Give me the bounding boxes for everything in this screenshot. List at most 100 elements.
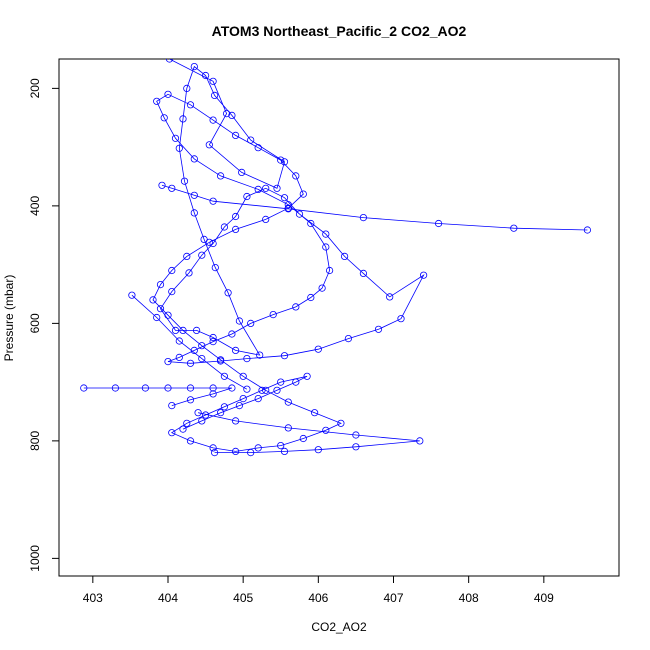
x-tick-label: 408 (459, 591, 479, 605)
data-point (179, 425, 187, 433)
data-point (307, 219, 315, 228)
data-point (292, 303, 300, 311)
chart-title: ATOM3 Northeast_Pacific_2 CO2_AO2 (212, 23, 467, 39)
data-point (228, 384, 236, 392)
data-point (397, 315, 405, 323)
data-point (198, 354, 206, 363)
data-point (416, 437, 424, 445)
data-point (238, 168, 246, 176)
data-point (258, 386, 266, 394)
data-point (220, 372, 228, 380)
data-point (247, 136, 255, 144)
data-point (190, 155, 198, 163)
x-tick-label: 409 (534, 591, 554, 605)
data-point (211, 91, 219, 100)
data-point (171, 134, 180, 142)
data-point (510, 224, 518, 232)
data-point (292, 378, 300, 386)
data-point (344, 334, 352, 343)
data-point (205, 238, 213, 246)
data-point (434, 219, 443, 228)
data-point (254, 394, 262, 403)
data-point (314, 345, 322, 353)
data-point (280, 158, 289, 166)
data-point (232, 212, 240, 221)
data-point (190, 62, 198, 71)
data-point (209, 77, 217, 85)
data-point (322, 230, 330, 238)
data-point (280, 352, 289, 360)
data-point (318, 284, 326, 292)
data-point (175, 337, 183, 345)
data-point (224, 289, 232, 297)
data-point (239, 372, 247, 380)
y-tick-label: 600 (28, 313, 42, 333)
data-point (359, 214, 367, 222)
y-tick-label: 200 (28, 78, 42, 98)
plot-area (58, 58, 620, 577)
data-point (190, 191, 198, 199)
data-point (190, 209, 198, 217)
data-point (352, 443, 360, 451)
data-point (247, 448, 255, 457)
data-point (209, 239, 217, 248)
data-point (153, 97, 161, 105)
data-point (277, 378, 285, 386)
x-axis: 403 404 405 406 407 408 409 (83, 575, 554, 605)
data-point (128, 291, 136, 299)
data-point (223, 110, 231, 118)
data-point (168, 429, 176, 437)
data-point (262, 386, 270, 394)
data-point (322, 243, 330, 251)
data-point (254, 444, 262, 452)
data-point (273, 386, 281, 394)
data-point (284, 398, 292, 406)
x-tick-label: 403 (83, 591, 103, 605)
data-point (284, 205, 292, 213)
data-point (211, 448, 219, 457)
data-point (228, 111, 236, 120)
data-point (232, 225, 240, 233)
data-point (280, 447, 289, 455)
series-line (161, 184, 588, 231)
data-point (299, 434, 307, 443)
data-point (156, 305, 165, 313)
data-point (228, 330, 236, 338)
data-point (185, 269, 193, 277)
data-point (235, 317, 243, 325)
data-point (209, 384, 217, 392)
data-point (352, 431, 360, 439)
data-point (209, 197, 217, 205)
data-point (269, 310, 277, 319)
data-point (284, 424, 292, 432)
data-point (183, 84, 191, 93)
data-point (340, 252, 349, 260)
data-point (239, 394, 247, 403)
data-point (583, 226, 592, 234)
data-point (232, 417, 240, 425)
data-point (280, 194, 289, 202)
data-point (186, 437, 195, 445)
data-point (141, 384, 149, 392)
data-point (193, 326, 201, 334)
data-point (277, 156, 285, 164)
data-point (243, 192, 251, 201)
data-point (262, 184, 270, 192)
data-point (186, 101, 195, 109)
data-point (262, 215, 270, 223)
data-point (183, 419, 191, 427)
data-point (292, 172, 300, 180)
x-tick-label: 404 (158, 591, 178, 605)
data-point (168, 184, 176, 192)
data-point (164, 357, 172, 366)
data-point (254, 144, 262, 152)
x-tick-label: 406 (308, 591, 328, 605)
data-point (202, 71, 210, 80)
data-point (284, 201, 292, 209)
data-point (156, 280, 165, 289)
data-point (295, 210, 304, 218)
x-tick-label: 407 (383, 591, 403, 605)
data-point (217, 409, 225, 417)
data-point (314, 446, 322, 454)
